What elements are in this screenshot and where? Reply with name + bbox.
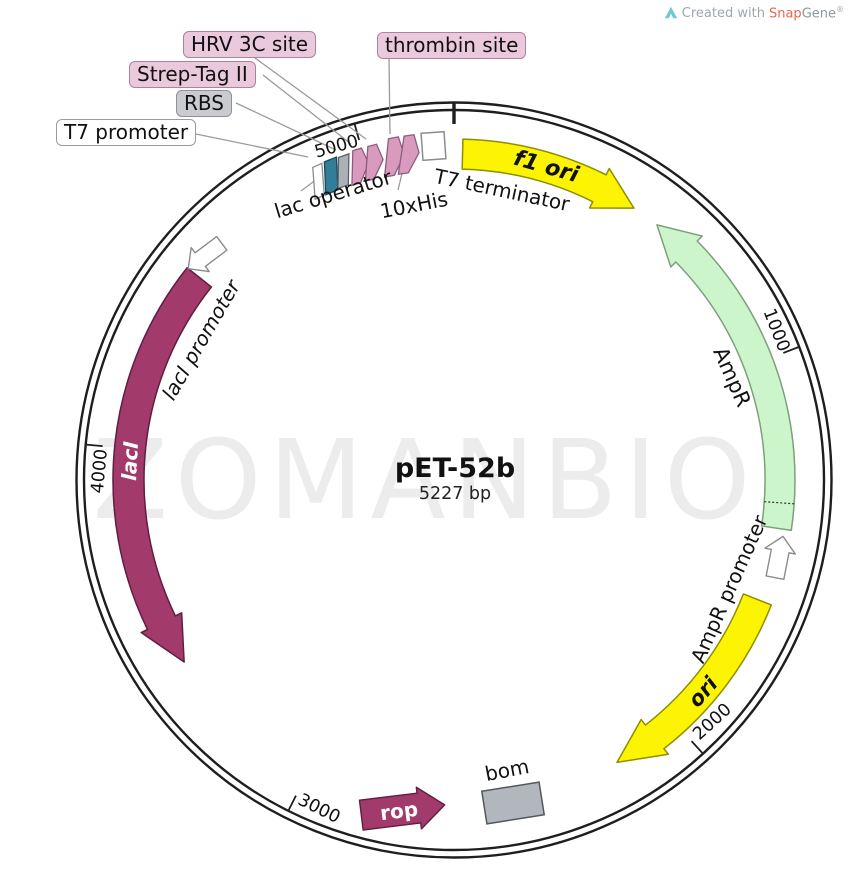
- tick-mark: [86, 443, 103, 448]
- feature-ampr: [656, 224, 796, 532]
- feature-ori: [616, 593, 773, 764]
- credit-brand-snap: Snap: [768, 6, 802, 22]
- tick-mark: [690, 740, 704, 754]
- plasmid-title-block: pET-52b 5227 bp: [395, 454, 515, 505]
- leader-strep-tag: [262, 74, 352, 145]
- tick-label-4000: 4000: [88, 448, 112, 494]
- callout-hrv-3c-site: HRV 3C site: [183, 31, 317, 58]
- callout-strep-tag-ii: Strep-Tag II: [129, 61, 256, 88]
- feature-strep-tag-ii: [351, 147, 370, 187]
- credit-reg: ®: [836, 5, 844, 14]
- snapgene-logo-icon: [664, 7, 677, 19]
- watermark: ZOMANBIO: [92, 416, 758, 544]
- tick-mark: [783, 346, 800, 354]
- label-laci: lacI: [117, 440, 143, 481]
- credit-brand-gene: Gene: [801, 6, 836, 22]
- tick-mark: [287, 795, 297, 811]
- feature-rbs: [337, 152, 350, 190]
- leader-hrv-3c: [254, 57, 367, 140]
- feature-lac-operator: [323, 156, 339, 196]
- leader-thrombin: [388, 57, 391, 135]
- credit-prefix: Created with: [681, 5, 765, 21]
- feature-10xhis: [397, 133, 420, 176]
- ampr-signal-divider: [764, 501, 795, 505]
- callout-thrombin-site: thrombin site: [377, 32, 527, 59]
- feature-hrv-3c-site: [364, 143, 384, 183]
- leader-rbs: [235, 102, 337, 151]
- feature-f1-ori: [461, 138, 635, 209]
- feature-bom: [480, 781, 546, 825]
- snapgene-credit: Created with SnapGene®: [664, 5, 844, 21]
- feature-t7-terminator: [420, 130, 447, 162]
- label-10xhis: 10xHis: [378, 187, 450, 224]
- feature-rop: [358, 786, 446, 831]
- label-bom: bom: [483, 754, 531, 786]
- callout-t7-promoter: T7 promoter: [56, 119, 197, 146]
- plasmid-name: pET-52b: [394, 453, 516, 484]
- leader-t7-promoter: [190, 132, 309, 158]
- feature-laci-promoter: [187, 235, 228, 273]
- callout-rbs: RBS: [176, 90, 232, 117]
- tick-label-3000: 3000: [295, 790, 344, 828]
- feature-ampr-promoter: [764, 535, 797, 581]
- plasmid-size: 5227 bp: [418, 483, 492, 504]
- feature-laci: [112, 266, 213, 663]
- label-rop: rop: [379, 797, 420, 825]
- feature-t7-promoter: [312, 162, 325, 201]
